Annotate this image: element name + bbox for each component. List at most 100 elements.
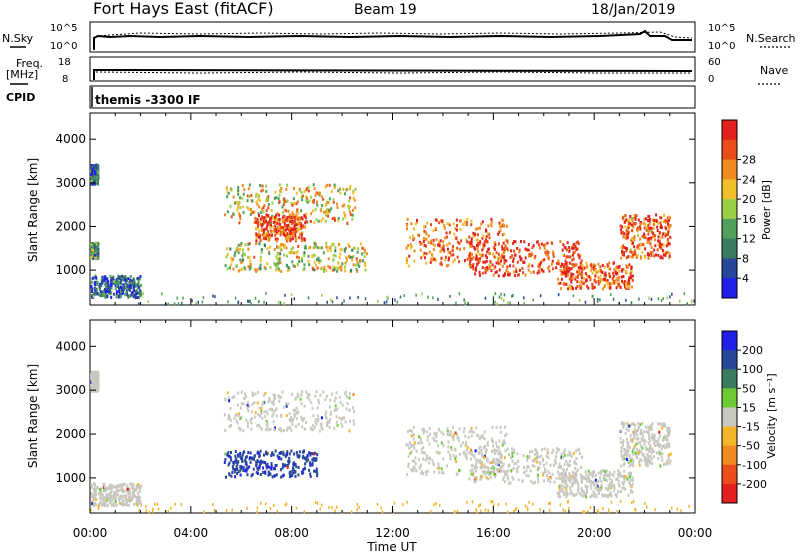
data-cell xyxy=(566,241,569,245)
data-cell xyxy=(479,240,482,244)
data-cell xyxy=(326,211,329,215)
data-cell xyxy=(504,472,507,476)
data-cell xyxy=(591,286,594,290)
data-cell xyxy=(452,260,455,264)
data-cell xyxy=(417,441,420,445)
ground-scatter-cell xyxy=(265,291,267,295)
data-cell xyxy=(624,474,627,478)
data-cell xyxy=(93,371,96,374)
data-cell xyxy=(656,248,659,252)
data-cell xyxy=(440,441,443,445)
data-cell xyxy=(491,460,493,464)
data-cell xyxy=(90,280,93,284)
data-cell xyxy=(238,212,241,216)
data-cell xyxy=(586,274,589,278)
data-cell xyxy=(509,456,512,460)
data-cell xyxy=(625,437,628,441)
data-cell xyxy=(105,277,108,281)
data-cell xyxy=(406,227,408,231)
data-cell xyxy=(300,195,303,199)
data-cell xyxy=(443,226,446,230)
data-cell xyxy=(615,276,618,280)
data-cell xyxy=(242,469,245,472)
data-cell xyxy=(508,264,511,268)
ground-scatter-cell xyxy=(471,500,474,504)
data-cell xyxy=(569,463,571,467)
data-cell xyxy=(305,456,308,460)
data-cell xyxy=(293,461,296,465)
data-cell xyxy=(137,496,140,500)
data-cell xyxy=(605,469,608,473)
data-cell xyxy=(458,242,461,245)
data-cell xyxy=(416,218,418,222)
data-cell xyxy=(91,370,94,374)
data-cell xyxy=(112,275,115,279)
data-cell xyxy=(343,203,346,207)
data-cell xyxy=(640,437,643,440)
data-cell xyxy=(562,478,564,482)
data-cell xyxy=(286,269,289,273)
data-cell xyxy=(542,243,545,247)
data-cell xyxy=(475,227,478,231)
data-cell xyxy=(648,427,651,431)
data-cell xyxy=(513,270,516,274)
data-cell xyxy=(603,478,606,481)
data-cell xyxy=(640,438,643,442)
data-cell xyxy=(651,433,654,436)
data-cell xyxy=(227,451,230,454)
data-cell xyxy=(129,499,132,503)
data-cell xyxy=(585,473,588,477)
data-cell xyxy=(317,398,320,402)
data-cell xyxy=(657,221,660,225)
data-cell xyxy=(475,238,478,242)
data-cell xyxy=(287,237,290,241)
data-cell xyxy=(455,236,458,240)
data-cell xyxy=(135,283,138,287)
data-cell xyxy=(97,249,100,252)
data-cell xyxy=(125,489,128,493)
data-cell xyxy=(634,451,637,455)
data-cell xyxy=(548,471,551,475)
data-cell xyxy=(300,236,303,240)
data-cell xyxy=(583,477,586,481)
data-cell xyxy=(625,427,628,431)
data-cell xyxy=(636,456,639,460)
data-cell xyxy=(597,270,600,274)
data-cell xyxy=(304,221,307,225)
ground-scatter-cell xyxy=(399,295,402,299)
data-cell xyxy=(536,271,539,275)
data-cell xyxy=(483,437,486,441)
data-cell xyxy=(470,452,473,456)
data-cell xyxy=(297,222,300,226)
data-cell xyxy=(668,251,671,255)
data-cell xyxy=(583,281,586,285)
data-cell xyxy=(303,253,306,257)
data-cell xyxy=(481,248,484,252)
data-cell xyxy=(106,288,109,292)
data-cell xyxy=(629,484,632,488)
data-cell xyxy=(267,465,270,469)
data-cell xyxy=(647,215,650,218)
colorbar-segment xyxy=(722,179,737,200)
data-cell xyxy=(648,447,651,451)
data-cell xyxy=(139,275,142,278)
data-cell xyxy=(595,481,598,485)
data-cell xyxy=(480,476,483,480)
data-cell xyxy=(267,473,270,477)
data-cell xyxy=(631,438,634,442)
data-cell xyxy=(650,254,653,257)
data-cell xyxy=(93,169,96,173)
ground-scatter-cell xyxy=(463,298,465,302)
data-cell xyxy=(409,236,412,240)
data-cell xyxy=(485,229,487,233)
data-cell xyxy=(243,397,246,401)
colorbar-tick-label: 24 xyxy=(742,173,756,186)
data-cell xyxy=(505,259,508,263)
data-cell xyxy=(470,223,473,227)
data-cell xyxy=(506,247,509,251)
data-cell xyxy=(342,217,345,221)
data-cell xyxy=(460,444,463,448)
data-cell xyxy=(112,501,115,505)
data-cell xyxy=(300,402,303,406)
